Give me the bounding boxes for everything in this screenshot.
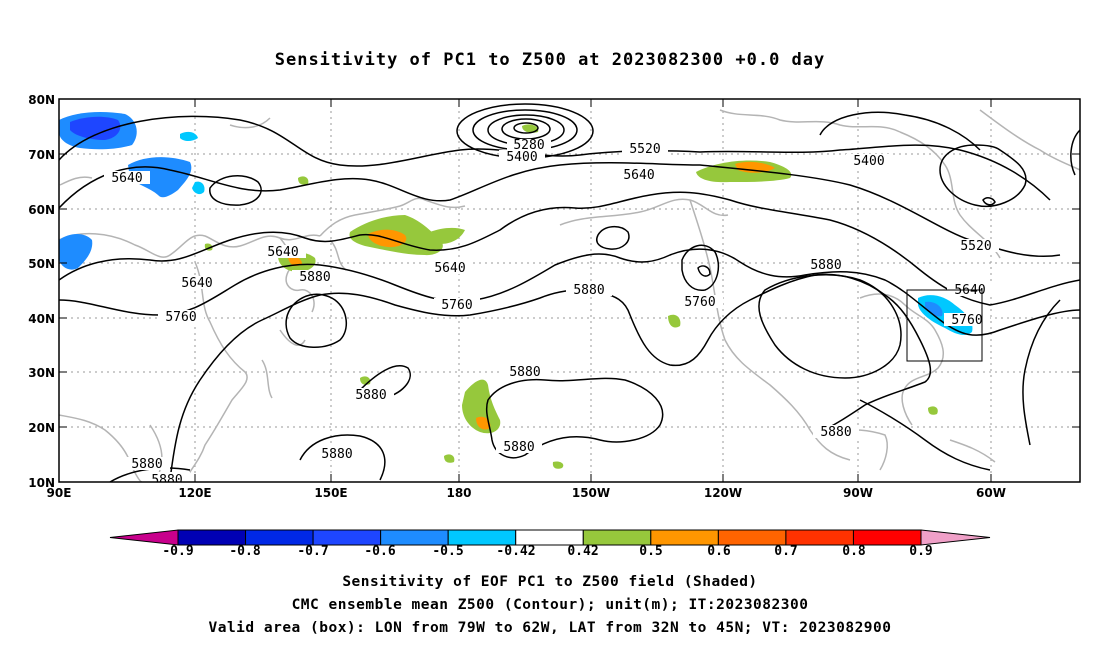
lon-label-90e: 90E (47, 486, 72, 500)
contour-label-5880-f: 5880 (503, 440, 534, 455)
colorbar-bin (447, 529, 517, 546)
lon-label-120e: 120E (178, 486, 211, 500)
grid-lines (59, 99, 1080, 482)
lon-label-180: 180 (446, 486, 471, 500)
lat-label-50n: 50N (28, 257, 55, 271)
contour-label-5760-b: 5760 (441, 298, 472, 313)
z500-contours (59, 103, 1080, 482)
contour-label-5520-b: 5520 (960, 239, 991, 254)
colorbar (109, 529, 991, 546)
contour-label-5880-g: 5880 (321, 447, 352, 462)
colorbar-label-5: -0.42 (496, 544, 535, 559)
colorbar-label-0: -0.9 (162, 544, 193, 559)
lon-label-150e: 150E (314, 486, 347, 500)
colorbar-label-4: -0.5 (432, 544, 463, 559)
colorbar-labels: -0.9 -0.8 -0.7 -0.6 -0.5 -0.42 0.42 0.5 … (162, 544, 932, 559)
colorbar-bin (312, 529, 382, 546)
colorbar-bin (785, 529, 854, 546)
contour-label-5400-b: 5400 (853, 154, 884, 169)
lat-label-70n: 70N (28, 148, 55, 162)
colorbar-bin (852, 529, 922, 546)
caption-line-2: CMC ensemble mean Z500 (Contour); unit(m… (291, 597, 809, 613)
contour-label-5880-a: 5880 (810, 258, 841, 273)
contour-label-5880-h: 5880 (820, 425, 851, 440)
lat-label-20n: 20N (28, 421, 55, 435)
contour-label-5400-a: 5400 (506, 150, 537, 165)
colorbar-bin (177, 529, 247, 546)
colorbar-end-low (109, 529, 179, 546)
contour-label-5280: 5280 (513, 138, 544, 153)
colorbar-label-6: 0.42 (567, 544, 598, 559)
colorbar-bin (515, 529, 584, 546)
contour-labels: 5280 5400 5520 5640 5640 5400 5640 5520 … (104, 138, 999, 488)
caption-line-3: Valid area (box): LON from 79W to 62W, L… (208, 620, 892, 636)
lon-label-120w: 120W (704, 486, 742, 500)
colorbar-label-11: 0.9 (909, 544, 932, 559)
lon-label-150w: 150W (572, 486, 610, 500)
colorbar-label-9: 0.7 (774, 544, 797, 559)
contour-label-5640-b: 5640 (623, 168, 654, 183)
contour-label-5640-c: 5640 (434, 261, 465, 276)
contour-label-5880-c: 5880 (573, 283, 604, 298)
colorbar-label-2: -0.7 (297, 544, 328, 559)
colorbar-label-7: 0.5 (639, 544, 662, 559)
colorbar-bin (245, 529, 314, 546)
contour-label-5880-d: 5880 (509, 365, 540, 380)
lat-label-40n: 40N (28, 312, 55, 326)
axis-ticks (59, 98, 1080, 482)
lat-label-60n: 60N (28, 203, 55, 217)
colorbar-bin (717, 529, 787, 546)
contour-label-5640-f: 5640 (267, 245, 298, 260)
contour-label-5880-e: 5880 (355, 388, 386, 403)
contour-label-5760-c: 5760 (684, 295, 715, 310)
lat-label-80n: 80N (28, 93, 55, 107)
lon-label-90w: 90W (843, 486, 873, 500)
colorbar-label-10: 0.8 (842, 544, 866, 559)
lon-label-60w: 60W (976, 486, 1006, 500)
contour-label-5760-d: 5760 (951, 313, 982, 328)
latitude-labels: 80N 70N 60N 50N 40N 30N 20N 10N (28, 93, 55, 490)
colorbar-bin (650, 529, 719, 546)
lat-label-30n: 30N (28, 366, 55, 380)
contour-label-5880-j: 5880 (151, 473, 182, 488)
contour-label-5880-b: 5880 (299, 270, 330, 285)
contour-label-5760-a: 5760 (165, 310, 196, 325)
colorbar-bin (380, 529, 449, 546)
longitude-labels: 90E 120E 150E 180 150W 120W 90W 60W (47, 486, 1006, 500)
colorbar-end-high (920, 529, 991, 546)
contour-label-5640-a: 5640 (111, 171, 142, 186)
contour-label-5520-a: 5520 (629, 142, 660, 157)
contour-label-5640-e: 5640 (181, 276, 212, 291)
colorbar-label-8: 0.6 (707, 544, 731, 559)
colorbar-bin (582, 529, 652, 546)
lat-label-10n: 10N (28, 476, 55, 490)
plot-title: Sensitivity of PC1 to Z500 at 2023082300… (274, 50, 826, 70)
colorbar-label-1: -0.8 (229, 544, 260, 559)
colorbar-label-3: -0.6 (364, 544, 395, 559)
caption-line-1: Sensitivity of EOF PC1 to Z500 field (Sh… (342, 574, 758, 590)
map-border (58, 98, 1081, 483)
contour-label-5880-i: 5880 (131, 457, 162, 472)
valid-area-box (906, 289, 983, 362)
